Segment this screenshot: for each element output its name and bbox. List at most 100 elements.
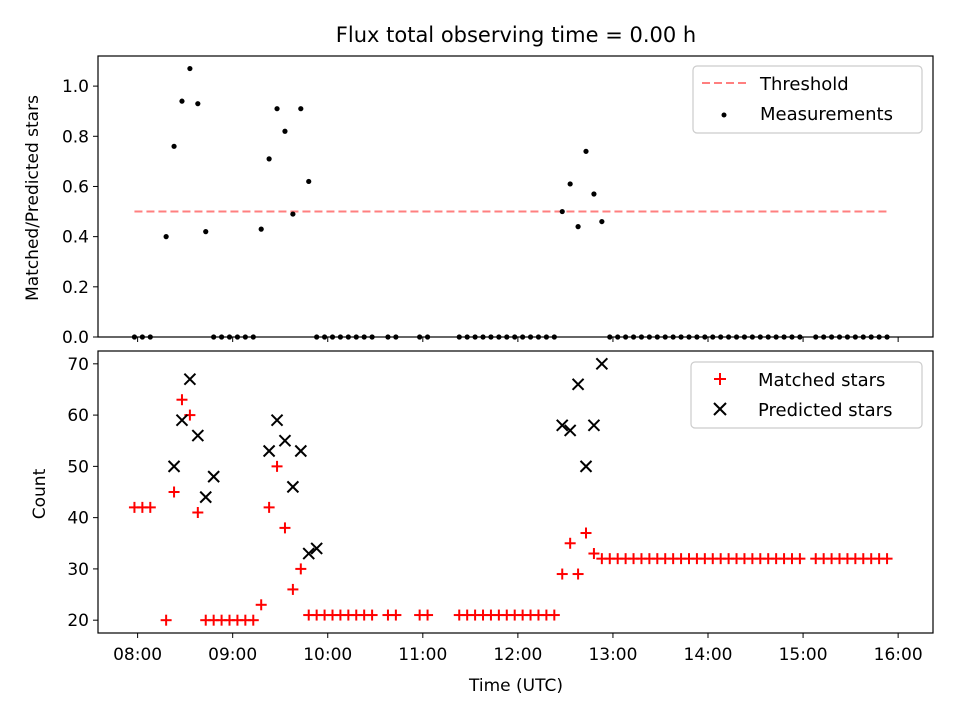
measurement-point bbox=[306, 178, 312, 185]
bottom-y-axis: 20 30 40 50 60 70 bbox=[67, 355, 98, 631]
measurements-legend-marker bbox=[721, 112, 727, 118]
predicted-star-point bbox=[294, 444, 308, 458]
predicted-star-point bbox=[191, 429, 205, 442]
matched-star-point bbox=[192, 507, 204, 519]
matched-star-point bbox=[144, 501, 156, 513]
matched-star-point bbox=[422, 609, 434, 621]
matched-star-point bbox=[271, 460, 283, 472]
x-axis-label: Time (UTC) bbox=[468, 676, 563, 696]
measurement-point bbox=[203, 229, 209, 235]
measurement-point bbox=[282, 128, 288, 134]
measurement-point bbox=[290, 211, 296, 217]
matched-star-point bbox=[279, 522, 291, 534]
predicted-legend-marker bbox=[713, 402, 727, 416]
bottom-y-tick-label: 70 bbox=[67, 355, 89, 375]
matched-star-point bbox=[247, 614, 259, 626]
x-tick-label: 13:00 bbox=[588, 645, 637, 665]
top-y-tick-label: 0.0 bbox=[62, 328, 89, 348]
top-legend: Threshold Measurements bbox=[692, 65, 923, 134]
matched-star-point bbox=[295, 563, 307, 575]
matched-star-point bbox=[263, 501, 275, 513]
bottom-x-axis: 08:00 09:00 10:00 11:00 12:00 13:00 14:00 15:00… bbox=[113, 633, 923, 665]
top-legend-box bbox=[692, 65, 923, 134]
measurement-point bbox=[195, 101, 201, 107]
measurement-point bbox=[567, 181, 573, 187]
bottom-plot-frame bbox=[97, 350, 934, 634]
matched-star-point bbox=[881, 553, 893, 565]
legend-label-predicted: Predicted stars bbox=[758, 400, 892, 421]
legend-label-measurements: Measurements bbox=[760, 104, 893, 125]
bottom-plot-area bbox=[128, 357, 893, 626]
x-tick-label: 10:00 bbox=[303, 645, 352, 665]
matched-star-point bbox=[580, 527, 592, 539]
predicted-star-point bbox=[270, 414, 284, 427]
x-tick-label: 11:00 bbox=[398, 645, 447, 665]
predicted-star-point bbox=[175, 414, 189, 427]
predicted-star-point bbox=[563, 424, 577, 437]
legend-label-matched: Matched stars bbox=[758, 370, 885, 391]
predicted-star-point bbox=[310, 542, 323, 555]
measurement-point bbox=[266, 156, 272, 162]
measurement-point bbox=[599, 218, 605, 225]
matched-star-point bbox=[564, 537, 576, 549]
measurement-point bbox=[163, 234, 169, 240]
figure-title: Flux total observing time = 0.00 h bbox=[336, 23, 696, 47]
measurement-point bbox=[575, 224, 581, 230]
matched-star-point bbox=[287, 583, 299, 595]
matched-star-point bbox=[548, 609, 560, 621]
bottom-legend-box bbox=[690, 361, 923, 429]
predicted-star-point bbox=[587, 419, 601, 432]
matched-star-point bbox=[588, 548, 600, 560]
matched-star-point bbox=[794, 553, 806, 565]
predicted-star-point bbox=[302, 547, 315, 560]
measurement-point bbox=[258, 226, 264, 232]
x-tick-label: 14:00 bbox=[684, 645, 733, 665]
measurement-point bbox=[274, 106, 280, 112]
bottom-y-tick-label: 30 bbox=[67, 560, 89, 580]
predicted-star-point bbox=[595, 357, 609, 371]
predicted-star-point bbox=[571, 378, 585, 391]
bottom-y-tick-label: 20 bbox=[67, 611, 89, 631]
top-y-tick-label: 1.0 bbox=[62, 77, 89, 97]
x-tick-label: 16:00 bbox=[874, 645, 923, 665]
bottom-y-tick-label: 50 bbox=[67, 457, 89, 477]
matched-star-point bbox=[255, 599, 267, 611]
top-y-axis-label: Matched/Predicted stars bbox=[23, 95, 43, 301]
legend-label-threshold: Threshold bbox=[759, 74, 849, 95]
predicted-star-point bbox=[278, 434, 292, 447]
measurement-point bbox=[187, 65, 193, 72]
x-tick-label: 08:00 bbox=[113, 645, 162, 665]
measurement-point bbox=[583, 148, 589, 154]
top-y-tick-label: 0.2 bbox=[62, 278, 89, 298]
top-y-tick-label: 0.6 bbox=[62, 177, 89, 197]
predicted-star-point bbox=[262, 444, 276, 458]
matched-star-point bbox=[176, 394, 188, 406]
top-y-tick-label: 0.4 bbox=[62, 228, 89, 248]
top-y-axis: 0.0 0.2 0.4 0.6 0.8 1.0 bbox=[62, 77, 98, 348]
matched-star-point bbox=[160, 614, 172, 626]
bottom-panel-counts: 20 30 40 50 60 70 08:00 09:00 10:00 11:00 12:00 13… bbox=[30, 350, 934, 696]
matched-star-point bbox=[168, 486, 180, 498]
x-tick-label: 15:00 bbox=[779, 645, 828, 665]
matched-legend-marker bbox=[714, 373, 726, 385]
matched-star-point bbox=[366, 609, 378, 621]
measurement-point bbox=[179, 98, 185, 104]
bottom-y-tick-label: 40 bbox=[67, 509, 89, 529]
x-tick-label: 12:00 bbox=[493, 645, 542, 665]
bottom-y-axis-label: Count bbox=[30, 468, 50, 519]
matched-star-point bbox=[390, 609, 402, 621]
predicted-star-point bbox=[579, 460, 593, 473]
top-plot-frame bbox=[97, 55, 934, 338]
bottom-legend: Matched stars Predicted stars bbox=[690, 361, 923, 429]
measurement-point bbox=[298, 106, 304, 112]
predicted-star-point bbox=[167, 460, 181, 473]
bottom-y-tick-label: 60 bbox=[67, 406, 89, 426]
matched-star-point bbox=[572, 568, 584, 580]
top-panel-measurements: 0.0 0.2 0.4 0.6 0.8 1.0 Matched/Predicted sta… bbox=[23, 55, 934, 348]
top-y-tick-label: 0.8 bbox=[62, 127, 89, 147]
predicted-star-point bbox=[207, 470, 220, 483]
matched-star-point bbox=[556, 568, 568, 580]
predicted-star-point bbox=[199, 490, 212, 504]
measurement-point bbox=[171, 143, 177, 149]
